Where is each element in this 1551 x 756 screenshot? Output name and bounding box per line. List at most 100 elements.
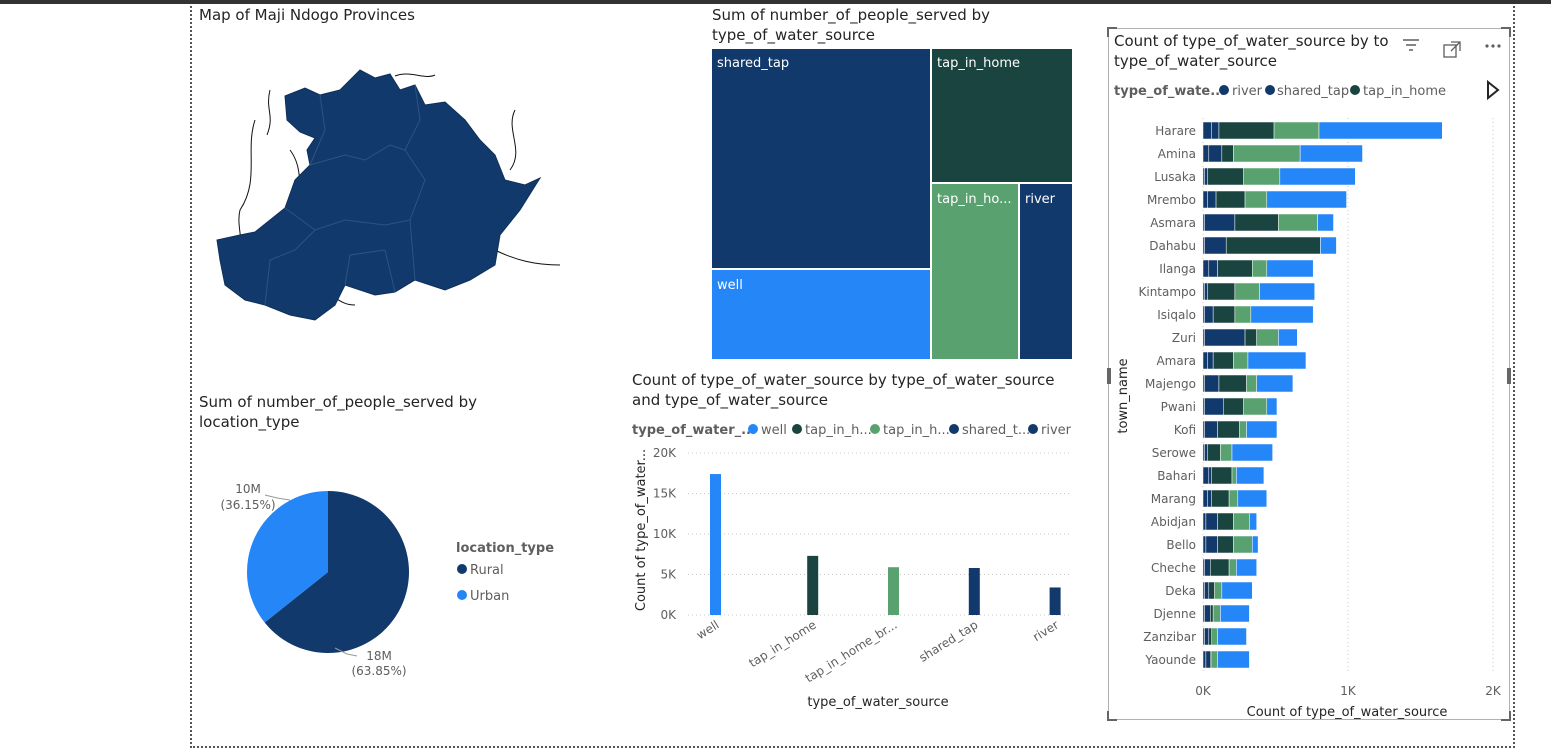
bar-segment-shared-tap[interactable] [1204, 374, 1220, 393]
column-bars[interactable] [710, 474, 1061, 615]
bar-segment-tap-in-home[interactable] [1208, 627, 1212, 646]
bar-segment-shared-tap[interactable] [1204, 443, 1208, 462]
bar-segment-tap-in-home-broken[interactable] [1214, 581, 1223, 600]
bar-segment-tap-in-home-broken[interactable] [1231, 466, 1237, 485]
bar-segment-well[interactable] [1299, 144, 1363, 163]
bar-segment-shared-tap[interactable] [1205, 535, 1218, 554]
bar-segment-tap-in-home-broken[interactable] [1220, 443, 1233, 462]
column-legend-label-river[interactable]: river [1041, 423, 1072, 438]
bar-segment-tap-in-home[interactable] [1217, 535, 1234, 554]
province-map[interactable] [195, 60, 565, 330]
bar-segment-tap-in-home[interactable] [1225, 236, 1321, 255]
bar-segment-shared-tap[interactable] [1208, 144, 1223, 163]
column-bar-well[interactable] [710, 474, 721, 615]
column-bar-tap-in-home-broken[interactable] [888, 567, 899, 615]
bar-segment-shared-tap[interactable] [1204, 581, 1210, 600]
bar-segment-well[interactable] [1320, 236, 1337, 255]
bar-segment-tap-in-home[interactable] [1210, 558, 1230, 577]
bar-segment-shared-tap[interactable] [1204, 167, 1208, 186]
focus-mode-icon[interactable] [1443, 41, 1461, 63]
column-bar-shared-tap[interactable] [968, 568, 980, 615]
resize-handle-tl-h[interactable] [1107, 27, 1117, 29]
bar-segment-well[interactable] [1221, 581, 1253, 600]
bar-segment-tap-in-home-broken[interactable] [1211, 627, 1218, 646]
column-legend-label-tap-in-home-broken[interactable]: tap_in_h... [883, 423, 950, 438]
pie-legend-label-urban[interactable]: Urban [470, 589, 509, 604]
bar-segment-shared-tap[interactable] [1204, 328, 1246, 347]
bar-segment-well[interactable] [1256, 374, 1294, 393]
bar-segment-shared-tap[interactable] [1207, 489, 1212, 508]
bar-segment-tap-in-home-broken[interactable] [1211, 650, 1218, 669]
bar-segment-well[interactable] [1237, 489, 1268, 508]
treemap-tile-river[interactable] [1018, 182, 1074, 361]
bar-segment-well[interactable] [1217, 650, 1250, 669]
bar-segment-tap-in-home-broken[interactable] [1273, 121, 1320, 140]
bar-segment-shared-tap[interactable] [1204, 282, 1208, 301]
bar-segment-shared-tap[interactable] [1204, 627, 1210, 646]
bar-segment-tap-in-home[interactable] [1208, 581, 1215, 600]
bar-segment-shared-tap[interactable] [1207, 190, 1217, 209]
bar-segment-tap-in-home[interactable] [1207, 167, 1244, 186]
treemap-chart[interactable]: shared_tap tap_in_home tap_in_ho... rive… [711, 48, 1074, 362]
pie-slice-rural[interactable] [264, 491, 409, 653]
bar-segment-tap-in-home-broken[interactable] [1256, 328, 1279, 347]
bar-segment-shared-tap[interactable] [1204, 397, 1224, 416]
bar-segment-tap-in-home[interactable] [1218, 121, 1275, 140]
bar-segment-tap-in-home[interactable] [1221, 144, 1234, 163]
bar-segment-river[interactable] [1202, 512, 1207, 531]
bar-segment-river[interactable] [1202, 535, 1207, 554]
bar-segment-well[interactable] [1259, 282, 1315, 301]
bar-segment-shared-tap[interactable] [1205, 650, 1211, 669]
bar-segment-shared-tap[interactable] [1204, 236, 1227, 255]
column-bar-river[interactable] [1049, 587, 1061, 615]
legend-next-arrow-icon[interactable] [1487, 79, 1500, 101]
treemap-tile-shared-tap[interactable] [711, 48, 932, 270]
filter-icon[interactable] [1402, 38, 1420, 56]
bar-segment-shared-tap[interactable] [1205, 512, 1218, 531]
resize-handle-right[interactable] [1507, 368, 1511, 384]
resize-handle-tr-h[interactable] [1501, 27, 1511, 29]
bar-segment-well[interactable] [1250, 305, 1314, 324]
bar-segment-tap-in-home[interactable] [1217, 259, 1253, 278]
treemap-tile-tap-in-home-broken[interactable] [930, 182, 1020, 361]
bar-segment-tap-in-home-broken[interactable] [1228, 489, 1239, 508]
resize-handle-bl-h[interactable] [1107, 719, 1117, 721]
bar-segment-well[interactable] [1217, 627, 1247, 646]
column-legend-label-shared-tap[interactable]: shared_t... [962, 423, 1030, 438]
bar-segment-tap-in-home-broken[interactable] [1233, 144, 1301, 163]
bar-segment-tap-in-home[interactable] [1244, 328, 1257, 347]
bar-segment-tap-in-home-broken[interactable] [1233, 535, 1253, 554]
bar-segment-river[interactable] [1202, 259, 1210, 278]
provinces-shape[interactable] [216, 69, 542, 321]
stacked-bar-chart[interactable]: type_of_wate... river shared_tap tap_in_… [1110, 78, 1508, 720]
bar-segment-tap-in-home[interactable] [1207, 443, 1221, 462]
bar-segment-shared-tap[interactable] [1204, 604, 1211, 623]
resize-handle-left[interactable] [1107, 368, 1111, 384]
resize-handle-br-h[interactable] [1501, 719, 1511, 721]
column-bar-tap-in-home[interactable] [807, 555, 819, 615]
bar-legend-label-tap-in-home[interactable]: tap_in_home [1363, 84, 1446, 99]
bar-segment-river[interactable] [1202, 489, 1208, 508]
bar-segment-tap-in-home[interactable] [1210, 604, 1214, 623]
bar-segment-river[interactable] [1202, 121, 1212, 140]
bar-segment-well[interactable] [1279, 167, 1356, 186]
bar-segment-tap-in-home-broken[interactable] [1246, 374, 1257, 393]
bar-legend-label-shared-tap[interactable]: shared_tap [1277, 84, 1349, 99]
bar-segment-shared-tap[interactable] [1208, 466, 1212, 485]
bar-segment-well[interactable] [1252, 535, 1259, 554]
bar-segment-tap-in-home[interactable] [1234, 213, 1279, 232]
pie-slice-urban[interactable] [247, 491, 328, 623]
bar-segment-tap-in-home-broken[interactable] [1243, 397, 1268, 416]
bar-segment-tap-in-home[interactable] [1211, 466, 1233, 485]
resize-handle-tr-v[interactable] [1509, 27, 1511, 37]
bar-segment-tap-in-home[interactable] [1211, 489, 1230, 508]
bar-segment-tap-in-home[interactable] [1212, 305, 1236, 324]
bar-segment-well[interactable] [1266, 397, 1278, 416]
column-chart[interactable]: type_of_water_... well tap_in_h... tap_i… [630, 415, 1080, 715]
resize-handle-tl-v[interactable] [1107, 27, 1109, 37]
bar-segment-tap-in-home-broken[interactable] [1233, 351, 1249, 370]
bar-segment-well[interactable] [1247, 351, 1307, 370]
bar-segment-shared-tap[interactable] [1204, 420, 1218, 439]
bar-segment-well[interactable] [1317, 213, 1334, 232]
bar-segment-shared-tap[interactable] [1208, 259, 1218, 278]
